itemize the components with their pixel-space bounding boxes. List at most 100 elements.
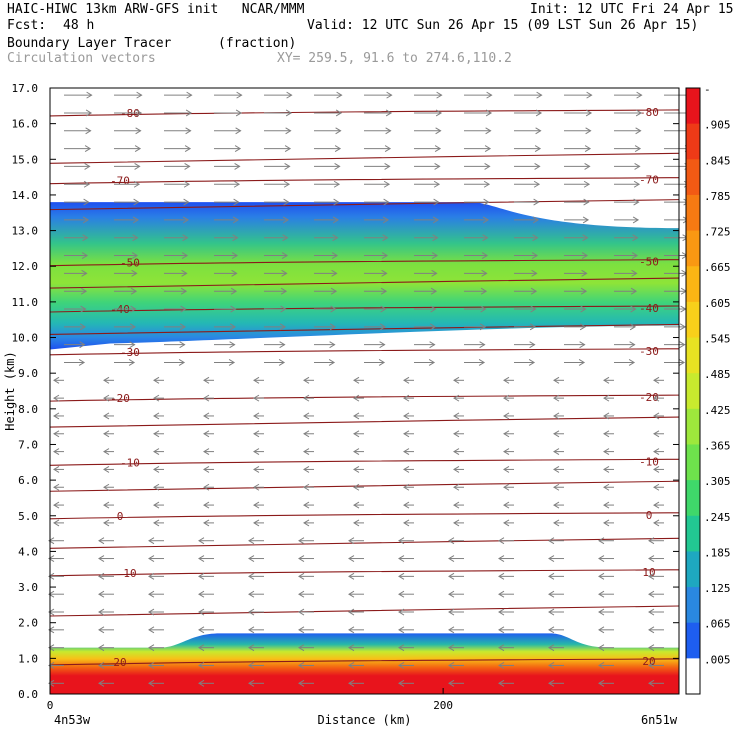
vector-arrowhead bbox=[331, 252, 339, 259]
vector-arrowhead bbox=[553, 394, 560, 402]
vector-arrowhead bbox=[629, 341, 636, 349]
vector-arrowhead bbox=[53, 394, 60, 402]
colorbar-swatch bbox=[686, 444, 700, 481]
vector-arrowhead bbox=[153, 483, 160, 491]
vector-arrowhead bbox=[330, 287, 338, 295]
vector-arrowhead bbox=[431, 252, 439, 259]
contour-line bbox=[49, 305, 680, 313]
vector-arrowhead bbox=[78, 359, 86, 366]
vector-arrowhead bbox=[435, 109, 443, 117]
vector-arrowhead bbox=[285, 127, 292, 135]
vector-arrowhead bbox=[653, 394, 660, 402]
vector-arrowhead bbox=[79, 323, 87, 331]
vector-arrowhead bbox=[348, 679, 355, 687]
colorbar-swatch bbox=[686, 480, 700, 517]
vector-arrowhead bbox=[198, 679, 205, 687]
vector-arrowhead bbox=[203, 430, 210, 438]
contour-line bbox=[49, 323, 680, 335]
vector-arrowhead bbox=[653, 501, 660, 509]
vector-arrowhead bbox=[98, 555, 105, 562]
vector-arrowhead bbox=[498, 679, 505, 687]
vector-arrowhead bbox=[484, 145, 492, 153]
contour-label: -50 bbox=[120, 257, 140, 270]
vector-arrowhead bbox=[498, 590, 505, 598]
vector-arrowhead bbox=[335, 109, 343, 117]
colorbar-swatch bbox=[686, 408, 700, 445]
vector-arrowhead bbox=[80, 305, 87, 313]
colorbar: - .905 .845 .785 .725 .665 .605 .545 .485 .425 .36… bbox=[685, 83, 731, 695]
vector-arrowhead bbox=[548, 662, 555, 669]
vector-arrowhead bbox=[103, 483, 110, 491]
vector-arrowhead bbox=[103, 448, 110, 456]
colorbar-swatch bbox=[686, 301, 700, 339]
vector-arrowhead bbox=[503, 465, 510, 473]
contour-line bbox=[49, 152, 680, 164]
vector-arrowhead bbox=[53, 501, 60, 509]
vector-arrowhead bbox=[448, 590, 455, 598]
vector-arrowhead bbox=[353, 376, 360, 384]
vector-arrowhead bbox=[581, 252, 589, 259]
vector-arrowhead bbox=[230, 305, 237, 313]
vector-arrowhead bbox=[181, 252, 189, 259]
y-tick-label: 14.0 bbox=[12, 189, 39, 202]
vector-arrowhead bbox=[348, 555, 355, 562]
vector-arrowhead bbox=[303, 430, 310, 438]
vector-arrowhead bbox=[503, 376, 510, 384]
contour-label: -70 bbox=[110, 175, 130, 188]
vector-arrowhead bbox=[330, 305, 337, 313]
vector-arrowhead bbox=[483, 180, 491, 188]
colorbar-swatch bbox=[686, 373, 700, 410]
vector-arrowhead bbox=[481, 269, 488, 277]
vector-arrowhead bbox=[332, 216, 340, 224]
colorbar-swatch bbox=[686, 551, 700, 588]
vector-arrowhead bbox=[553, 448, 560, 456]
vector-arrowhead bbox=[353, 430, 360, 438]
contour-line bbox=[49, 605, 680, 617]
y-axis-label: Height (km) bbox=[3, 351, 17, 430]
vector-arrowhead bbox=[398, 626, 405, 634]
vector-arrowhead bbox=[430, 305, 437, 313]
vector-arrowhead bbox=[278, 359, 286, 366]
vector-arrowhead bbox=[131, 269, 138, 277]
vector-arrowhead bbox=[628, 359, 636, 366]
vector-arrowhead bbox=[533, 180, 541, 188]
vector-arrowhead bbox=[353, 394, 360, 402]
vector-arrowhead bbox=[253, 376, 260, 384]
contour-line bbox=[49, 480, 680, 492]
vector-arrowhead bbox=[353, 519, 360, 527]
vector-arrowhead bbox=[503, 430, 510, 438]
vector-arrowhead bbox=[153, 394, 160, 402]
vector-arrowhead bbox=[329, 341, 336, 349]
vector-arrowhead bbox=[598, 662, 605, 669]
vector-arrowhead bbox=[203, 519, 210, 527]
vector-arrowhead bbox=[303, 394, 310, 402]
vector-arrowhead bbox=[148, 644, 155, 652]
forecast-label: Fcst: bbox=[7, 18, 47, 33]
vector-arrowhead bbox=[98, 679, 105, 687]
vector-arrowhead bbox=[632, 216, 640, 224]
vector-arrowhead bbox=[603, 483, 610, 491]
colorbar-swatch bbox=[686, 266, 700, 303]
vector-arrowhead bbox=[348, 590, 355, 598]
vector-arrowhead bbox=[98, 626, 105, 634]
vector-arrowhead bbox=[303, 501, 310, 509]
colorbar-swatch bbox=[686, 194, 700, 232]
vector-arrowhead bbox=[134, 162, 141, 170]
vector-arrowhead bbox=[198, 590, 205, 598]
colorbar-label: .065 bbox=[704, 618, 731, 631]
vector-arrowhead bbox=[548, 679, 555, 687]
vector-arrowhead bbox=[134, 145, 142, 153]
vector-arrowhead bbox=[198, 572, 205, 580]
vector-arrowhead bbox=[633, 198, 640, 206]
vector-arrowhead bbox=[184, 145, 192, 153]
vector-arrowhead bbox=[148, 662, 155, 669]
vector-arrowhead bbox=[283, 198, 290, 206]
vector-arrowhead bbox=[48, 679, 55, 687]
vector-arrowhead bbox=[385, 109, 393, 117]
vector-arrowhead bbox=[48, 662, 55, 669]
y-tick-label: 17.0 bbox=[12, 82, 39, 95]
vector-arrowhead bbox=[384, 145, 392, 153]
vector-arrowhead bbox=[630, 305, 637, 313]
vector-arrowhead bbox=[378, 359, 386, 366]
vector-arrowhead bbox=[253, 394, 260, 402]
